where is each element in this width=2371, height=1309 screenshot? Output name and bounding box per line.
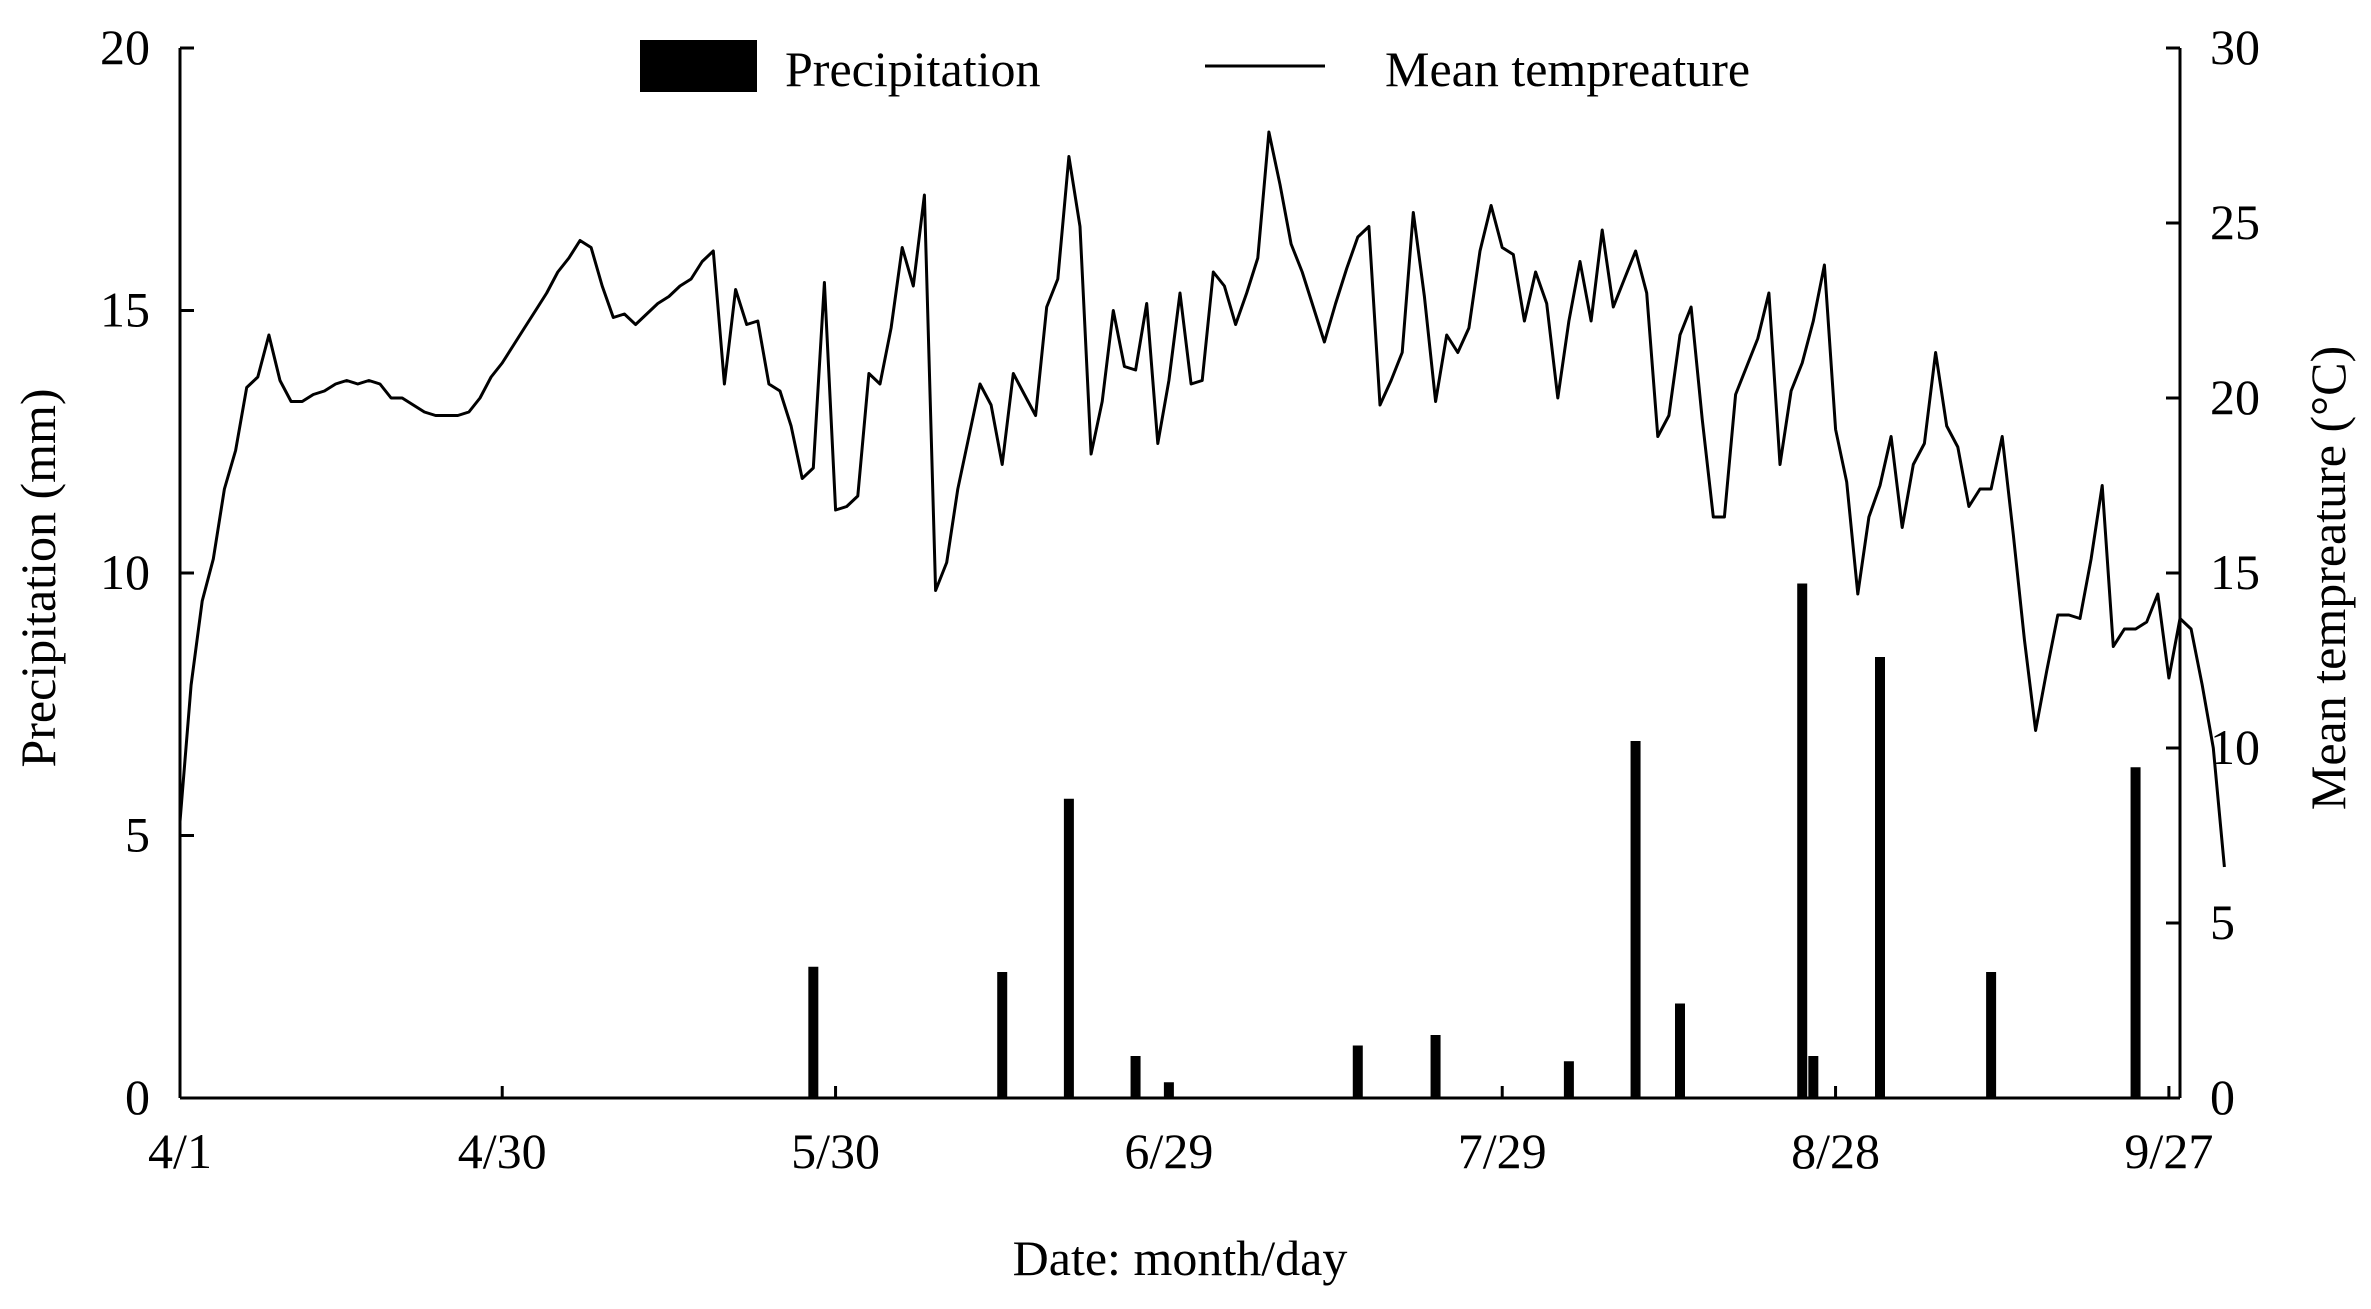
y-left-ticks: 0 5 10 15 20 — [100, 19, 194, 1125]
y-right-axis-label: Mean tempreature (°C) — [2300, 346, 2356, 810]
precipitation-bar — [1563, 1061, 1574, 1098]
precipitation-bar — [1797, 583, 1808, 1098]
y-right-tick-label: 0 — [2210, 1069, 2235, 1125]
x-tick-label: 4/1 — [148, 1123, 212, 1179]
y-right-tick-label: 15 — [2210, 544, 2260, 600]
precipitation-bar — [808, 966, 819, 1098]
precipitation-bars — [808, 583, 2141, 1098]
legend-temperature-label: Mean tempreature — [1385, 41, 1750, 97]
y-right-tick-label: 5 — [2210, 894, 2235, 950]
y-left-tick-label: 0 — [125, 1069, 150, 1125]
legend-precipitation-label: Precipitation — [785, 41, 1041, 97]
precipitation-bar — [1675, 1003, 1685, 1098]
y-left-tick-label: 20 — [100, 19, 150, 75]
x-tick-label: 7/29 — [1458, 1123, 1547, 1179]
legend: Precipitation Mean tempreature — [640, 40, 1750, 97]
y-right-tick-label: 10 — [2210, 719, 2260, 775]
y-left-tick-label: 10 — [100, 544, 150, 600]
y-left-tick-label: 15 — [100, 282, 150, 338]
x-axis-label: Date: month/day — [1013, 1230, 1348, 1286]
x-tick-label: 8/28 — [1791, 1123, 1880, 1179]
y-left-tick-label: 5 — [125, 807, 150, 863]
precipitation-bar — [1986, 972, 1997, 1098]
x-tick-label: 5/30 — [791, 1123, 880, 1179]
x-tick-label: 4/30 — [458, 1123, 547, 1179]
x-tick-label: 6/29 — [1124, 1123, 1213, 1179]
precipitation-bar — [1130, 1056, 1141, 1098]
x-ticks: 4/1 4/30 5/30 6/29 7/29 8/28 9/27 — [148, 1086, 2213, 1179]
precipitation-bar — [1875, 657, 1885, 1098]
precipitation-bar — [1063, 798, 1074, 1098]
precipitation-bar — [1352, 1045, 1363, 1098]
y-right-ticks: 0 5 10 15 20 25 30 — [2166, 19, 2260, 1125]
legend-precipitation-swatch — [640, 40, 757, 92]
precipitation-bar — [1808, 1056, 1819, 1098]
y-right-tick-label: 30 — [2210, 19, 2260, 75]
x-tick-label: 9/27 — [2124, 1123, 2213, 1179]
y-left-axis-label: Precipitation (mm) — [10, 388, 66, 767]
y-right-tick-label: 25 — [2210, 194, 2260, 250]
precipitation-bar — [2130, 767, 2141, 1098]
precipitation-bar — [1630, 741, 1641, 1098]
temperature-line — [178, 130, 2226, 868]
precipitation-bar — [1430, 1035, 1441, 1098]
y-right-tick-label: 20 — [2210, 369, 2260, 425]
precipitation-bar — [997, 972, 1008, 1098]
